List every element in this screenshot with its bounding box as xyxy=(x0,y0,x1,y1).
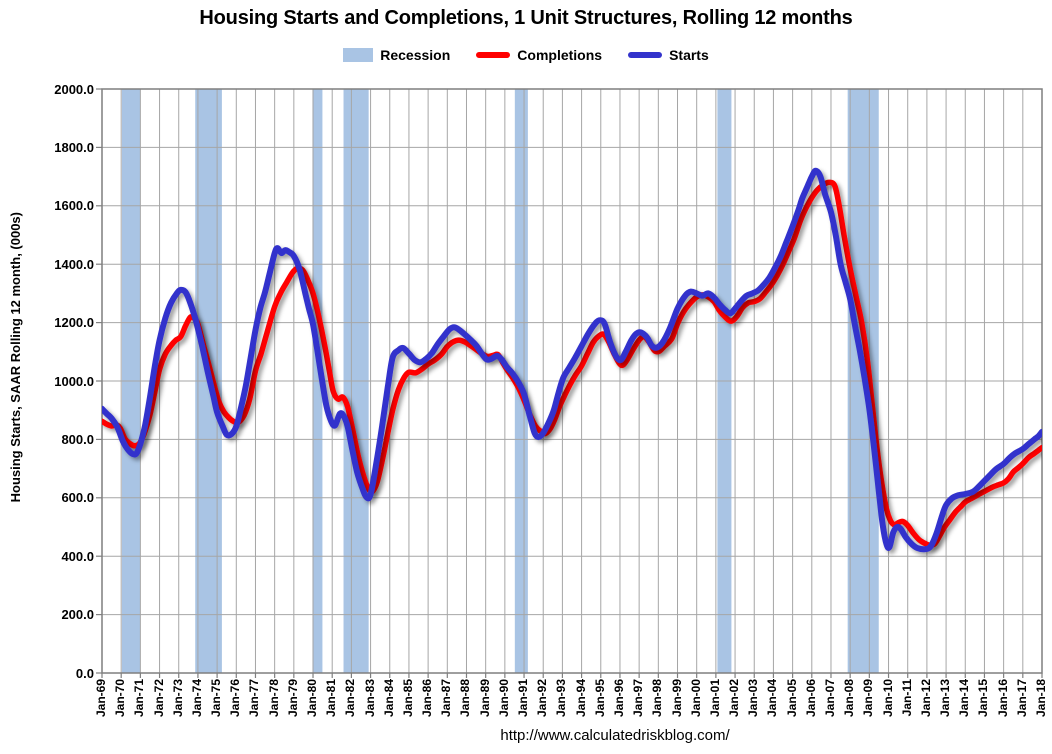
x-axis-tick-label: Jan-09 xyxy=(861,679,876,718)
x-axis-tick-label: Jan-14 xyxy=(957,679,972,718)
legend-label-starts: Starts xyxy=(669,47,709,63)
x-axis-tick-label: Jan-74 xyxy=(189,679,204,718)
x-axis-tick-label: Jan-15 xyxy=(976,679,991,718)
x-axis-tick-label: Jan-92 xyxy=(535,679,550,718)
x-axis-tick-label: Jan-99 xyxy=(669,679,684,718)
y-axis-tick-label: 1800.0 xyxy=(54,139,94,155)
x-axis-tick-label: Jan-96 xyxy=(611,679,626,718)
x-axis-tick-label: Jan-72 xyxy=(151,679,166,718)
x-axis-tick-label: Jan-89 xyxy=(477,679,492,718)
x-axis-tick-label: Jan-05 xyxy=(784,679,799,718)
x-axis-tick-label: Jan-85 xyxy=(400,679,415,718)
x-axis-tick-label: Jan-04 xyxy=(765,679,780,718)
legend-item-starts: Starts xyxy=(628,47,709,63)
x-axis-tick-label: Jan-81 xyxy=(324,679,339,718)
y-axis-tick-label: 1600.0 xyxy=(54,198,94,214)
recession-swatch xyxy=(343,48,374,62)
x-axis-tick-label: Jan-06 xyxy=(803,679,818,718)
x-axis-tick-label: Jan-13 xyxy=(938,679,953,718)
x-axis-tick-label: Jan-80 xyxy=(305,679,320,718)
x-axis-tick-label: Jan-07 xyxy=(822,679,837,718)
x-axis-tick-label: Jan-69 xyxy=(94,679,108,718)
chart-title: Housing Starts and Completions, 1 Unit S… xyxy=(199,7,853,29)
series-layer xyxy=(102,167,1042,553)
x-axis-tick-label: Jan-00 xyxy=(688,679,703,718)
x-axis-tick-label: Jan-82 xyxy=(343,679,358,718)
x-axis-tick-label: Jan-01 xyxy=(707,679,722,718)
legend-label-completions: Completions xyxy=(517,47,603,63)
x-axis-tick-label: Jan-95 xyxy=(592,679,607,718)
x-axis-tick-label: Jan-84 xyxy=(381,679,396,718)
x-axis-tick-label: Jan-93 xyxy=(554,679,569,718)
x-axis-tick-label: Jan-02 xyxy=(727,679,742,718)
x-axis-tick-label: Jan-03 xyxy=(746,679,761,718)
x-axis-tick-label: Jan-11 xyxy=(899,679,914,717)
x-axis-tick-label: Jan-86 xyxy=(420,679,435,718)
x-axis-tick-label: Jan-75 xyxy=(209,679,224,718)
x-axis-tick-label: Jan-91 xyxy=(516,679,531,718)
x-axis-tick-label: Jan-77 xyxy=(247,679,262,718)
chart-legend: Recession Completions Starts xyxy=(0,47,1052,63)
legend-label-recession: Recession xyxy=(380,47,451,63)
x-axis-tick-label: Jan-83 xyxy=(362,679,377,718)
x-axis-tick-label: Jan-70 xyxy=(113,679,128,718)
x-axis-tick-label: Jan-71 xyxy=(132,679,147,718)
y-axis-tick-label: 800.0 xyxy=(61,431,94,447)
completions-line-swatch xyxy=(476,52,511,58)
legend-item-completions: Completions xyxy=(476,47,602,63)
legend-item-recession: Recession xyxy=(343,47,450,63)
plot-border xyxy=(101,88,1043,674)
x-axis-tick-label: Jan-94 xyxy=(573,679,588,718)
x-axis-tick-label: Jan-87 xyxy=(439,679,454,718)
y-axis-tick-label: 400.0 xyxy=(61,548,94,564)
starts-line-swatch xyxy=(628,52,663,58)
y-axis-tick-label: 600.0 xyxy=(61,490,94,506)
x-axis-tick-label: Jan-76 xyxy=(228,679,243,718)
x-axis-tick-label: Jan-08 xyxy=(842,679,857,718)
x-axis-tick-label: Jan-10 xyxy=(880,679,895,718)
y-axis-tick-label: 2000.0 xyxy=(54,81,94,97)
x-axis-tick-label: Jan-17 xyxy=(1014,679,1029,718)
x-axis-tick-label: Jan-97 xyxy=(631,679,646,718)
x-axis-tick-label: Jan-90 xyxy=(496,679,511,718)
x-axis-tick-label: Jan-12 xyxy=(918,679,933,718)
x-axis-tick-label: Jan-79 xyxy=(285,679,300,718)
y-axis-tick-label: 1200.0 xyxy=(54,315,94,331)
x-axis-tick-label: Jan-16 xyxy=(995,679,1010,718)
source-url: http://www.calculatedriskblog.com/ xyxy=(500,727,730,744)
y-axis-tick-label: 0.0 xyxy=(75,665,94,681)
y-axis-tick-label: 1400.0 xyxy=(54,256,94,272)
y-axis-tick-label: 1000.0 xyxy=(54,373,94,389)
x-axis-tick-label: Jan-98 xyxy=(650,679,665,718)
starts-line xyxy=(102,167,1042,553)
x-axis-tick-label: Jan-18 xyxy=(1034,679,1048,718)
completions-line xyxy=(102,179,1042,548)
x-axis-tick-label: Jan-88 xyxy=(458,679,473,718)
x-axis-tick-label: Jan-78 xyxy=(266,679,281,718)
y-axis-tick-label: 200.0 xyxy=(61,607,94,623)
x-axis-tick-label: Jan-73 xyxy=(170,679,185,718)
